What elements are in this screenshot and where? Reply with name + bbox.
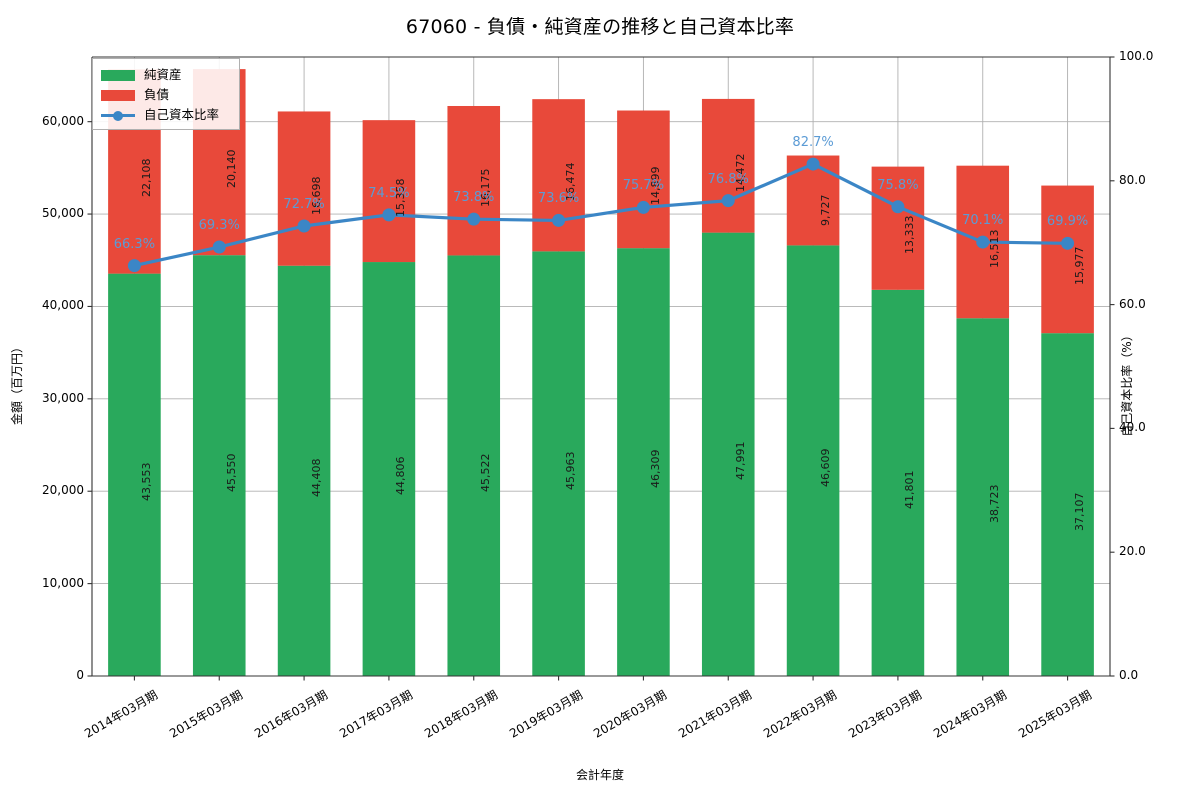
legend-item-equity-ratio: 自己資本比率: [101, 105, 231, 125]
bar-value-label-equity: 41,801: [903, 470, 917, 509]
line-value-label-equity-ratio: 70.1%: [962, 213, 1004, 229]
line-value-label-equity-ratio: 72.7%: [283, 196, 325, 212]
legend-label-equity: 純資産: [144, 67, 182, 82]
bar-value-label-liabilities: 22,108: [139, 158, 153, 198]
y-tick-label-left: 20,000: [42, 483, 84, 498]
y-axis-label-left: 金額（百万円）: [10, 341, 24, 426]
bar-value-label-equity: 45,963: [564, 451, 578, 490]
bar-value-label-liabilities: 16,513: [988, 229, 1002, 268]
line-value-label-equity-ratio: 73.8%: [453, 190, 495, 206]
line-value-label-equity-ratio: 66.3%: [113, 236, 156, 252]
y-tick-label-left: 0: [76, 668, 84, 682]
line-value-label-equity-ratio: 75.7%: [622, 178, 665, 194]
bar-value-label-equity: 44,806: [394, 456, 408, 496]
line-value-label-equity-ratio: 75.8%: [877, 177, 919, 193]
bar-value-label-equity: 46,309: [648, 449, 662, 489]
bar-value-label-equity: 45,522: [479, 453, 493, 492]
y-tick-label-left: 30,000: [42, 390, 84, 405]
y-tick-label-left: 50,000: [42, 206, 84, 221]
bar-value-label-equity: 46,609: [818, 448, 832, 487]
bar-value-label-equity: 45,550: [224, 453, 238, 492]
legend-swatch-liabilities: [101, 89, 135, 101]
y-tick-label-left: 40,000: [42, 298, 84, 313]
legend-label-equity-ratio: 自己資本比率: [144, 107, 220, 122]
legend-item-liabilities: 負債: [101, 85, 231, 105]
y-tick-label-right: 80.0: [1119, 172, 1146, 187]
legend-item-equity: 純資産: [101, 65, 231, 85]
legend-line-equity-ratio: [101, 110, 135, 121]
y-tick-label-right: 20.0: [1119, 544, 1146, 559]
legend-label-liabilities: 負債: [144, 87, 170, 102]
line-value-label-equity-ratio: 73.6%: [537, 191, 580, 207]
bar-value-label-liabilities: 13,333: [903, 215, 917, 255]
bar-value-label-equity: 38,723: [988, 484, 1002, 524]
y-tick-label-right: 60.0: [1119, 296, 1146, 311]
bar-value-label-equity: 47,991: [733, 441, 747, 481]
legend-swatch-equity: [101, 69, 135, 81]
chart-legend: 純資産 負債 自己資本比率: [92, 58, 240, 130]
bar-value-label-liabilities: 20,140: [224, 149, 238, 189]
y-axis-label-right: 自己資本比率（%）: [1120, 329, 1134, 437]
y-tick-label-left: 10,000: [42, 575, 84, 590]
line-value-label-equity-ratio: 74.5%: [368, 185, 410, 201]
y-tick-label-left: 60,000: [42, 113, 84, 128]
y-tick-label-right: 0.0: [1119, 668, 1139, 682]
line-value-label-equity-ratio: 76.8%: [707, 171, 749, 187]
bar-value-label-equity: 43,553: [139, 462, 153, 501]
chart-title: 67060 - 負債・純資産の推移と自己資本比率: [405, 16, 795, 38]
y-tick-label-right: 40.0: [1119, 420, 1146, 435]
line-value-label-equity-ratio: 82.7%: [792, 135, 834, 151]
x-axis-label: 会計年度: [575, 768, 624, 782]
line-value-label-equity-ratio: 69.9%: [1046, 214, 1089, 230]
bar-value-label-equity: 37,107: [1073, 492, 1087, 531]
bar-value-label-liabilities: 9,727: [818, 194, 832, 227]
line-value-label-equity-ratio: 69.3%: [198, 218, 240, 234]
bar-value-label-liabilities: 15,977: [1073, 246, 1087, 286]
y-tick-label-right: 100.0: [1119, 49, 1154, 63]
bar-value-label-equity: 44,408: [309, 458, 323, 497]
